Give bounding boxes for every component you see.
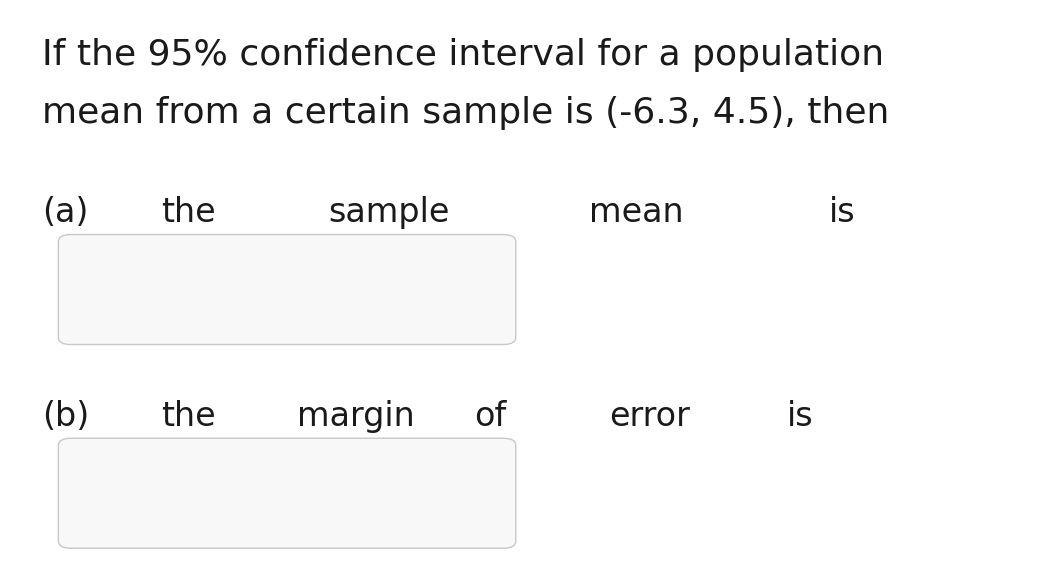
Text: of: of [474,400,506,432]
Text: (b): (b) [42,400,89,432]
Text: the: the [162,196,216,229]
Text: (a): (a) [42,196,89,229]
Text: If the 95% confidence interval for a population: If the 95% confidence interval for a pop… [42,38,884,72]
Text: the: the [162,400,216,432]
Text: is: is [787,400,814,432]
Text: margin: margin [297,400,415,432]
Text: is: is [828,196,855,229]
Text: error: error [610,400,691,432]
Text: mean from a certain sample is (-6.3, 4.5), then: mean from a certain sample is (-6.3, 4.5… [42,96,889,130]
Text: sample: sample [328,196,449,229]
Text: mean: mean [589,196,684,229]
